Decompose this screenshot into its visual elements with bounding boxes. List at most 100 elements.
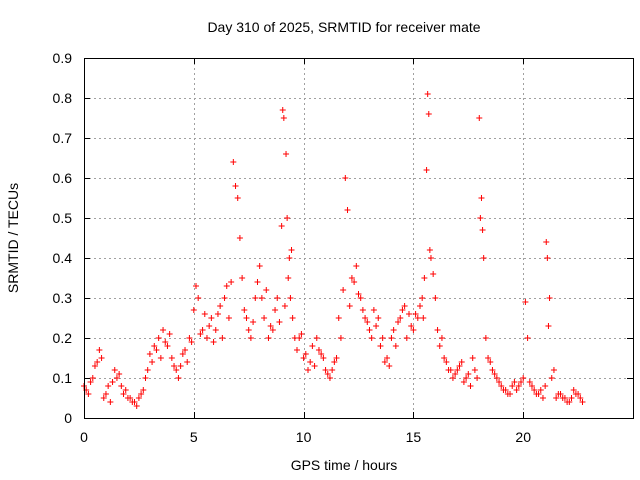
data-point — [447, 367, 454, 373]
data-point — [496, 379, 503, 385]
data-point — [105, 383, 112, 389]
y-tick-label: 0.3 — [53, 290, 73, 306]
data-point — [416, 303, 423, 309]
data-point — [542, 383, 549, 389]
data-point — [199, 327, 206, 333]
data-point — [225, 315, 232, 321]
data-point — [395, 319, 402, 325]
data-point — [487, 359, 494, 365]
data-point — [406, 311, 413, 317]
data-point — [311, 363, 318, 369]
data-point — [302, 351, 309, 357]
data-point — [329, 367, 336, 373]
data-point — [116, 371, 123, 377]
data-point — [232, 183, 239, 189]
gridlines — [84, 58, 633, 418]
data-point — [166, 331, 173, 337]
data-point — [326, 375, 333, 381]
y-tick-label: 0.1 — [53, 370, 73, 386]
data-point — [228, 279, 235, 285]
chart-title: Day 310 of 2025, SRMTID for receiver mat… — [207, 19, 480, 35]
data-point — [421, 275, 428, 281]
data-point — [509, 383, 516, 389]
data-point — [546, 295, 553, 301]
data-point — [91, 363, 98, 369]
x-tick-label: 10 — [296, 429, 312, 445]
data-point — [188, 339, 195, 345]
data-point — [478, 195, 485, 201]
data-point — [518, 379, 525, 385]
data-point — [561, 395, 568, 401]
data-point — [480, 255, 487, 261]
data-point — [221, 295, 228, 301]
data-point — [182, 347, 189, 353]
data-point — [318, 351, 325, 357]
data-point — [570, 387, 577, 393]
data-point — [288, 247, 295, 253]
data-point — [359, 307, 366, 313]
data-point — [522, 299, 529, 305]
data-point — [476, 115, 483, 121]
data-point — [281, 303, 288, 309]
data-point — [149, 359, 156, 365]
data-point — [550, 367, 557, 373]
data-point — [524, 335, 531, 341]
data-point — [195, 295, 202, 301]
data-point — [432, 295, 439, 301]
data-point — [168, 355, 175, 361]
data-point — [102, 391, 109, 397]
data-point — [135, 395, 142, 401]
data-point — [252, 295, 259, 301]
data-point — [504, 391, 511, 397]
data-point — [142, 375, 149, 381]
data-point — [214, 311, 221, 317]
data-point — [366, 327, 373, 333]
x-tick-label: 15 — [406, 429, 422, 445]
data-point — [173, 367, 180, 373]
data-point — [203, 335, 210, 341]
y-tick-label: 0.4 — [53, 250, 73, 266]
data-point — [467, 383, 474, 389]
data-point — [344, 207, 351, 213]
data-point — [146, 351, 153, 357]
data-point — [491, 371, 498, 377]
data-point — [498, 383, 505, 389]
data-point — [493, 375, 500, 381]
data-point — [322, 367, 329, 373]
data-point — [364, 319, 371, 325]
data-point — [568, 395, 575, 401]
data-point — [164, 343, 171, 349]
data-point — [443, 359, 450, 365]
data-point — [162, 339, 169, 345]
data-point — [197, 331, 204, 337]
data-point — [100, 395, 107, 401]
data-point — [258, 295, 265, 301]
data-point — [331, 359, 338, 365]
data-point — [250, 319, 257, 325]
data-point — [109, 379, 116, 385]
data-point — [489, 367, 496, 373]
data-point — [373, 323, 380, 329]
data-point — [545, 323, 552, 329]
data-point — [320, 355, 327, 361]
data-point — [535, 391, 542, 397]
data-point — [280, 115, 287, 121]
data-point — [544, 255, 551, 261]
data-point — [140, 387, 147, 393]
data-point — [537, 387, 544, 393]
data-point — [272, 307, 279, 313]
data-point — [381, 359, 388, 365]
data-point — [96, 347, 103, 353]
y-tick-label: 0.6 — [53, 170, 73, 186]
data-point — [577, 395, 584, 401]
x-tick-label: 0 — [80, 429, 88, 445]
data-point — [412, 311, 419, 317]
data-point — [307, 359, 314, 365]
data-point — [500, 387, 507, 393]
data-point — [267, 323, 274, 329]
data-point — [94, 359, 101, 365]
data-point — [122, 387, 129, 393]
data-point — [315, 347, 322, 353]
data-point — [430, 271, 437, 277]
